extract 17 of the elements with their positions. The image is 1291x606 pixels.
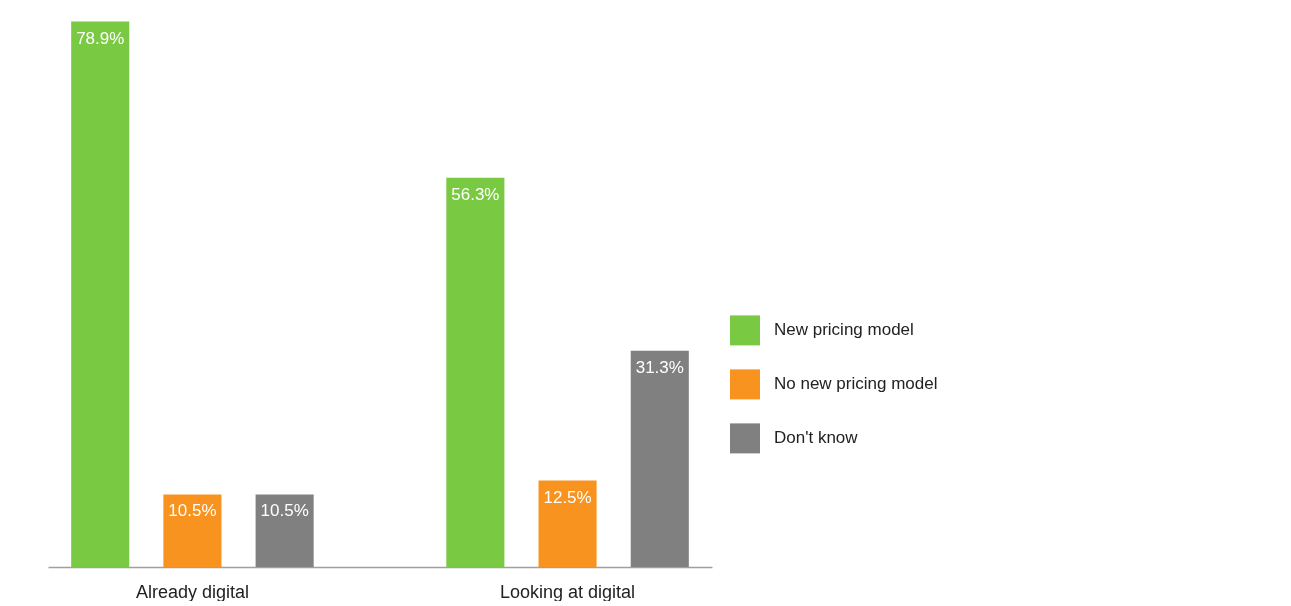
data-label: 12.5% — [543, 487, 592, 507]
x-tick-label: Looking at digital — [500, 581, 636, 602]
bar — [255, 494, 314, 567]
bar — [630, 350, 689, 567]
bar — [446, 177, 505, 567]
bar — [71, 21, 130, 567]
data-label: 10.5% — [168, 501, 217, 521]
data-label: 56.3% — [451, 184, 500, 204]
bar — [163, 494, 222, 567]
data-label: 10.5% — [260, 501, 309, 521]
x-tick-label: Already digital — [135, 581, 249, 602]
legend-label: No new pricing model — [774, 374, 938, 394]
legend-label: New pricing model — [774, 320, 914, 340]
data-label: 31.3% — [635, 357, 684, 377]
data-label: 78.9% — [76, 28, 125, 48]
bar — [538, 480, 597, 567]
legend-label: Don't know — [774, 428, 859, 448]
